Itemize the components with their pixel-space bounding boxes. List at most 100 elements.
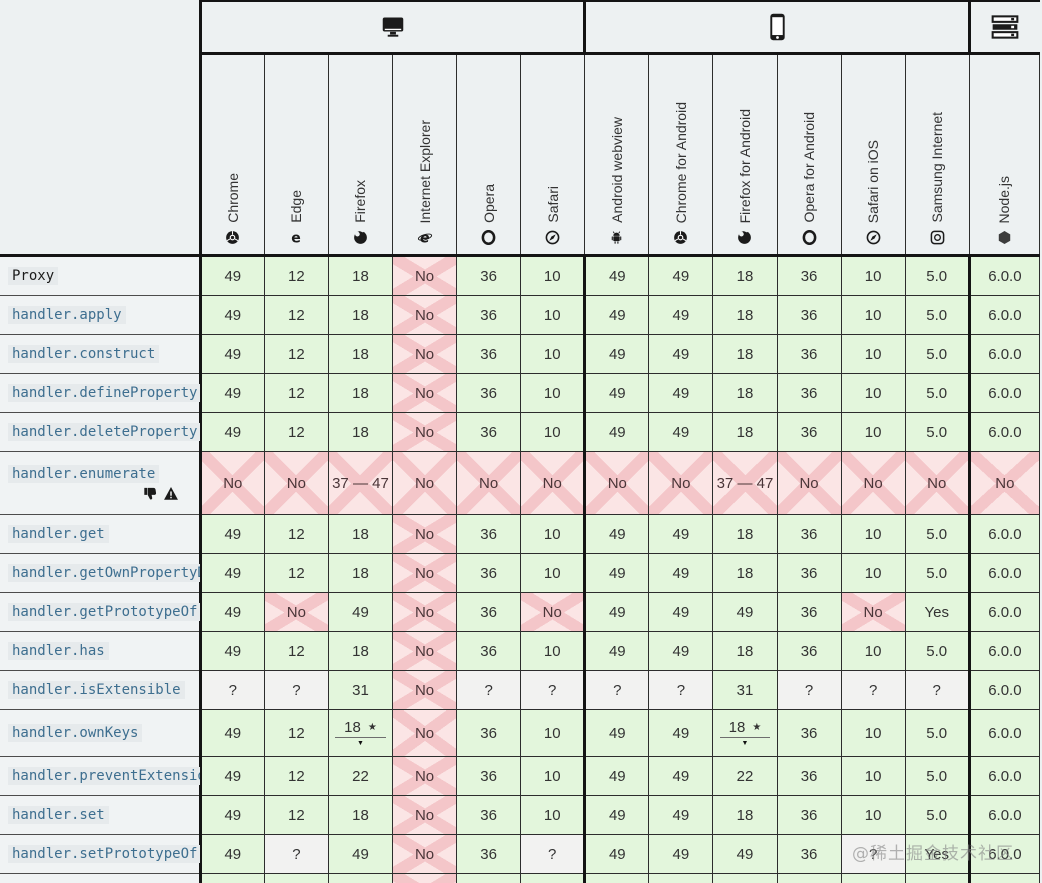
expand-note-icon[interactable]: ▼	[741, 740, 749, 747]
compat-cell: 22	[327, 756, 394, 796]
compat-cell: 6.0.0	[967, 592, 1041, 632]
compat-cell: No	[263, 592, 329, 632]
feature-link[interactable]: handler.setPrototypeOf	[8, 845, 200, 863]
compat-cell: 12	[263, 795, 329, 835]
compat-cell: 6.0.0	[967, 631, 1041, 671]
compat-cell: 49	[648, 514, 714, 554]
desktop-icon	[203, 16, 583, 38]
feature-cell: handler.defineProperty	[0, 373, 202, 413]
feature-flags	[8, 483, 193, 501]
compat-cell: 22	[712, 756, 778, 796]
compat-cell: No	[391, 514, 458, 554]
compat-cell: 49	[198, 412, 265, 452]
compat-cell: 31	[712, 670, 778, 710]
compat-cell: No	[198, 451, 265, 515]
feature-link[interactable]: handler.defineProperty	[8, 384, 200, 402]
compat-cell: 18	[327, 255, 394, 296]
feature-cell: Proxy	[0, 255, 202, 296]
compat-cell: 10	[840, 553, 906, 593]
feature-cell: handler.deleteProperty	[0, 412, 202, 452]
node-icon	[997, 230, 1012, 245]
browser-header-row: Chrome Edge e Firefox Internet Explorer e Oper…	[0, 53, 1041, 257]
compat-cell: 10	[840, 795, 906, 835]
feature-cell: revocable	[0, 873, 202, 883]
compat-cell: No	[391, 255, 458, 296]
compat-cell: 49	[648, 373, 714, 413]
compat-cell: 49	[198, 255, 265, 296]
table-row: handler.has 49 12 18 No 36 10 49 49 18 36 10 5.0 6.0.…	[0, 631, 1041, 671]
browser-name: Opera	[480, 184, 497, 223]
browser-name: Android webview	[608, 117, 625, 223]
compat-cell: 5.0	[904, 514, 970, 554]
feature-link[interactable]: handler.getOwnPropertyDescriptor	[8, 564, 200, 582]
firefox-icon	[737, 230, 752, 245]
compat-cell: ?	[776, 670, 842, 710]
feature-cell: handler.apply	[0, 295, 202, 335]
compat-cell: 18	[712, 334, 778, 374]
feature-link[interactable]: handler.ownKeys	[8, 724, 143, 742]
compat-cell: 49	[648, 592, 714, 632]
compat-cell: 18	[327, 373, 394, 413]
compat-cell: ?	[520, 834, 586, 874]
ie-icon: e	[417, 230, 433, 245]
compat-cell: 36	[776, 709, 842, 757]
feature-link[interactable]: handler.set	[8, 806, 109, 824]
compat-cell: 10	[840, 756, 906, 796]
compat-cell: No	[391, 795, 458, 835]
compat-cell: No	[391, 592, 458, 632]
compat-cell: 49	[583, 709, 650, 757]
compat-cell: Yes	[904, 873, 970, 883]
compat-cell: 36	[456, 255, 522, 296]
browser-name: Internet Explorer	[416, 119, 433, 224]
compat-cell: 36	[456, 592, 522, 632]
compat-cell: No	[391, 756, 458, 796]
safari-icon	[866, 230, 881, 245]
compat-cell: 6.0.0	[967, 834, 1041, 874]
feature-link[interactable]: handler.preventExtensions	[8, 767, 200, 785]
compat-cell: 18	[712, 373, 778, 413]
version-with-note: 18 ★	[719, 719, 771, 738]
compat-cell: 63	[648, 873, 714, 883]
compat-cell: 36	[456, 756, 522, 796]
feature-link[interactable]: handler.get	[8, 525, 109, 543]
compat-cell: 49	[198, 834, 265, 874]
table-row: handler.get 49 12 18 No 36 10 49 49 18 36 10 5.0 6.0.…	[0, 514, 1041, 554]
feature-cell: handler.getOwnPropertyDescriptor	[0, 553, 202, 593]
compat-cell: ?	[840, 670, 906, 710]
compat-cell: 36	[776, 834, 842, 874]
feature-link[interactable]: handler.construct	[8, 345, 160, 363]
feature-link[interactable]: handler.has	[8, 642, 109, 660]
feature-link[interactable]: handler.deleteProperty	[8, 423, 200, 441]
compat-cell: 12	[263, 412, 329, 452]
browser-name: Chrome	[224, 173, 241, 223]
platform-header-row	[0, 0, 1040, 257]
compat-cell: 18	[327, 334, 394, 374]
compat-cell: 18	[327, 412, 394, 452]
compat-cell: 6.0.0	[967, 255, 1041, 296]
compat-cell: No	[583, 451, 650, 515]
compat-cell: 36	[776, 795, 842, 835]
compat-cell: 36	[456, 373, 522, 413]
feature-link[interactable]: handler.getPrototypeOf	[8, 603, 200, 621]
compat-cell: 10	[840, 255, 906, 296]
compat-cell: 36	[456, 631, 522, 671]
compat-cell: 18 ★ ▼	[712, 709, 778, 757]
compat-cell: 6.0.0	[967, 670, 1041, 710]
feature-link[interactable]: handler.apply	[8, 306, 126, 324]
compat-cell: 6.0.0	[967, 553, 1041, 593]
platform-header-desktop	[198, 0, 585, 55]
compat-cell: 6.0.0	[967, 334, 1041, 374]
compat-cell: 18	[712, 514, 778, 554]
expand-note-icon[interactable]: ▼	[356, 740, 364, 747]
version-with-note: 18 ★	[335, 719, 386, 738]
feature-link[interactable]: handler.enumerate	[8, 465, 160, 483]
feature-link[interactable]: handler.isExtensible	[8, 681, 185, 699]
compat-cell: 49	[712, 834, 778, 874]
compat-cell: 5.0	[904, 412, 970, 452]
compat-cell: ?	[904, 670, 970, 710]
table-row: handler.set 49 12 18 No 36 10 49 49 18 36 10 5.0 6.0.…	[0, 795, 1041, 835]
compat-cell: No	[391, 451, 458, 515]
compat-cell: 10	[520, 334, 586, 374]
browser-name: Edge	[288, 190, 305, 223]
